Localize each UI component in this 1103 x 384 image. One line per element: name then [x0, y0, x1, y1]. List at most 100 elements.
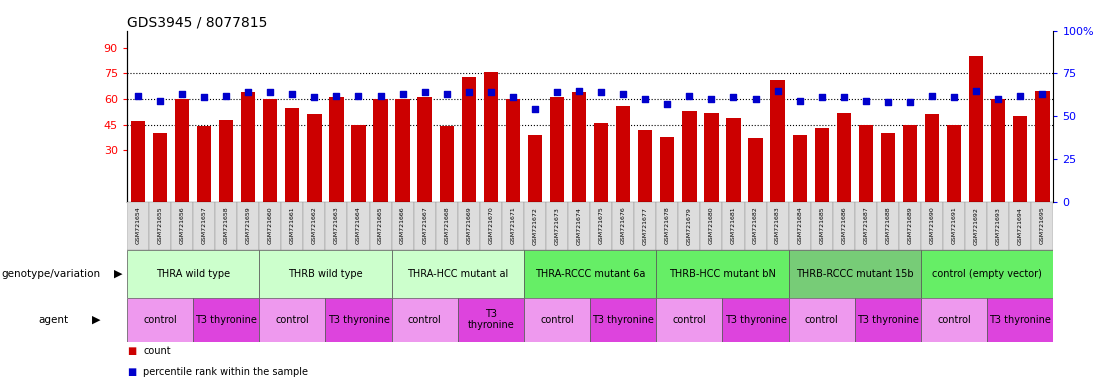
FancyBboxPatch shape — [656, 250, 789, 298]
Text: GSM721677: GSM721677 — [643, 207, 647, 245]
Point — [570, 88, 588, 94]
Bar — [792, 135, 806, 202]
Text: GSM721675: GSM721675 — [599, 207, 603, 245]
Text: GSM721694: GSM721694 — [1018, 207, 1022, 245]
FancyBboxPatch shape — [745, 202, 767, 250]
FancyBboxPatch shape — [524, 250, 656, 298]
Text: GSM721661: GSM721661 — [290, 207, 295, 244]
Bar — [836, 113, 852, 202]
Point — [901, 99, 919, 106]
Bar — [329, 98, 344, 202]
Text: GSM721654: GSM721654 — [136, 207, 140, 245]
Bar — [748, 138, 762, 202]
Point — [438, 91, 456, 97]
Text: THRA-HCC mutant al: THRA-HCC mutant al — [407, 268, 508, 279]
Text: GSM721665: GSM721665 — [378, 207, 383, 244]
Bar — [549, 98, 564, 202]
FancyBboxPatch shape — [855, 202, 877, 250]
Text: GSM721669: GSM721669 — [467, 207, 471, 245]
Bar — [682, 111, 697, 202]
Text: T3
thyronine: T3 thyronine — [468, 309, 514, 331]
FancyBboxPatch shape — [127, 298, 193, 342]
Text: percentile rank within the sample: percentile rank within the sample — [143, 367, 309, 377]
Text: GSM721693: GSM721693 — [996, 207, 1000, 245]
Point — [261, 89, 279, 95]
FancyBboxPatch shape — [193, 202, 215, 250]
Text: genotype/variation: genotype/variation — [1, 268, 100, 279]
Text: control: control — [540, 314, 574, 325]
FancyBboxPatch shape — [921, 250, 1053, 298]
Point — [1034, 91, 1051, 97]
Text: GSM721682: GSM721682 — [753, 207, 758, 245]
Bar — [439, 126, 454, 202]
Point — [372, 93, 389, 99]
Point — [328, 93, 345, 99]
Text: ▶: ▶ — [92, 314, 100, 325]
Text: GSM721678: GSM721678 — [665, 207, 670, 245]
FancyBboxPatch shape — [789, 202, 811, 250]
Bar — [196, 126, 211, 202]
Text: GSM721666: GSM721666 — [400, 207, 405, 244]
FancyBboxPatch shape — [215, 202, 237, 250]
Bar — [902, 125, 917, 202]
Point — [217, 93, 235, 99]
Point — [129, 93, 147, 99]
Text: T3 thyronine: T3 thyronine — [195, 314, 257, 325]
FancyBboxPatch shape — [281, 202, 303, 250]
Bar — [505, 99, 521, 202]
Bar — [593, 123, 609, 202]
Point — [1011, 93, 1029, 99]
FancyBboxPatch shape — [612, 202, 634, 250]
Point — [151, 98, 169, 104]
Text: GSM721690: GSM721690 — [930, 207, 934, 245]
Text: GDS3945 / 8077815: GDS3945 / 8077815 — [127, 15, 267, 29]
Bar — [174, 99, 190, 202]
Text: GSM721676: GSM721676 — [621, 207, 625, 245]
FancyBboxPatch shape — [921, 298, 987, 342]
Text: GSM721662: GSM721662 — [312, 207, 317, 245]
FancyBboxPatch shape — [325, 202, 347, 250]
Point — [239, 89, 257, 95]
FancyBboxPatch shape — [921, 202, 943, 250]
FancyBboxPatch shape — [436, 202, 458, 250]
FancyBboxPatch shape — [414, 202, 436, 250]
Bar — [572, 92, 587, 202]
FancyBboxPatch shape — [700, 202, 722, 250]
Bar — [858, 125, 872, 202]
Text: ▶: ▶ — [114, 268, 122, 279]
Bar — [990, 99, 1005, 202]
Point — [967, 88, 985, 94]
Text: GSM721679: GSM721679 — [687, 207, 692, 245]
FancyBboxPatch shape — [855, 298, 921, 342]
Point — [681, 93, 698, 99]
Text: control (empty vector): control (empty vector) — [932, 268, 1042, 279]
FancyBboxPatch shape — [987, 202, 1009, 250]
Bar — [660, 137, 674, 202]
FancyBboxPatch shape — [237, 202, 259, 250]
Point — [283, 91, 301, 97]
FancyBboxPatch shape — [987, 298, 1053, 342]
Text: GSM721673: GSM721673 — [555, 207, 559, 245]
Bar — [285, 108, 299, 202]
Bar — [924, 114, 939, 202]
Point — [791, 98, 808, 104]
Bar — [704, 113, 719, 202]
Bar — [417, 98, 432, 202]
Bar — [968, 56, 983, 202]
Point — [306, 94, 323, 101]
FancyBboxPatch shape — [193, 298, 259, 342]
Point — [879, 99, 897, 106]
Bar — [218, 119, 234, 202]
FancyBboxPatch shape — [392, 298, 458, 342]
Text: control: control — [938, 314, 971, 325]
Text: THRB-HCC mutant bN: THRB-HCC mutant bN — [670, 268, 775, 279]
FancyBboxPatch shape — [502, 202, 524, 250]
Text: GSM721680: GSM721680 — [709, 207, 714, 244]
FancyBboxPatch shape — [811, 202, 833, 250]
Point — [835, 94, 853, 101]
Text: THRB wild type: THRB wild type — [288, 268, 363, 279]
Point — [923, 93, 941, 99]
Point — [989, 96, 1007, 102]
Point — [769, 88, 786, 94]
Text: GSM721668: GSM721668 — [445, 207, 449, 244]
